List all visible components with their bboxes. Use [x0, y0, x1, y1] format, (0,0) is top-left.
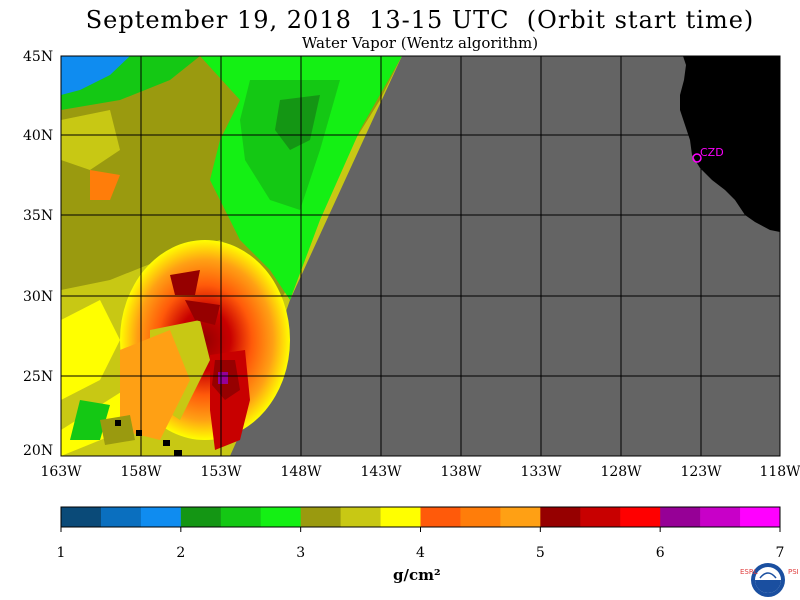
colorbar-tick-label: 4: [416, 545, 425, 561]
logo-text-right: PSD: [788, 568, 798, 576]
lon-label: 148W: [280, 464, 322, 480]
colorbar-tick-label: 1: [57, 545, 66, 561]
colorbar-swatch: [700, 507, 741, 527]
noaa-logo: ESRL PSD: [740, 563, 798, 597]
lon-label: 158W: [120, 464, 162, 480]
colorbar-tick-label: 6: [656, 545, 665, 561]
colorbar-tick-label: 2: [176, 545, 185, 561]
colorbar: [60, 506, 781, 532]
station-dot: [692, 153, 702, 163]
colorbar-swatch: [740, 507, 781, 527]
colorbar-swatch: [500, 507, 541, 527]
lon-label: 128W: [600, 464, 642, 480]
colorbar-swatch: [420, 507, 461, 527]
colorbar-swatch: [260, 507, 302, 527]
lon-label: 133W: [520, 464, 562, 480]
colorbar-swatch: [540, 507, 581, 527]
map-title: September 19, 2018 13-15 UTC (Orbit star…: [85, 6, 755, 34]
colorbar-swatch: [61, 507, 102, 527]
colorbar-tick-label: 7: [776, 545, 785, 561]
lat-label: 40N: [23, 128, 53, 144]
lon-label: 153W: [200, 464, 242, 480]
lat-label: 45N: [23, 49, 53, 65]
colorbar-ticks: 1 2 3 4 5 6 7: [57, 545, 785, 561]
land-north-america: [680, 56, 780, 232]
station-marker: CZD: [692, 146, 724, 163]
colorbar-swatch: [460, 507, 501, 527]
colorbar-swatch: [380, 507, 421, 527]
colorbar-swatch: [580, 507, 621, 527]
lon-label: 123W: [680, 464, 722, 480]
colorbar-tick-label: 5: [536, 545, 545, 561]
logo-text-left: ESRL: [740, 568, 758, 576]
colorbar-swatch: [100, 507, 142, 527]
map-frame: [60, 55, 781, 457]
colorbar-swatch: [620, 507, 661, 527]
station-label: CZD: [700, 146, 724, 159]
lon-label: 138W: [440, 464, 482, 480]
lon-labels: 163W 158W 153W 148W 143W 138W 133W 128W …: [40, 464, 800, 480]
colorbar-swatch: [300, 507, 342, 527]
lon-label: 118W: [759, 464, 800, 480]
colorbar-tick-label: 3: [296, 545, 305, 561]
colorbar-units: g/cm²: [393, 566, 441, 584]
map-area: CZD: [61, 56, 780, 456]
graticule: [61, 56, 780, 456]
lat-label: 20N: [23, 443, 53, 459]
lat-label: 25N: [23, 369, 53, 385]
lat-label: 30N: [23, 289, 53, 305]
colorbar-swatch: [340, 507, 382, 527]
map-subtitle: Water Vapor (Wentz algorithm): [301, 34, 539, 52]
colorbar-swatch: [660, 507, 701, 527]
lat-labels: 45N 40N 35N 30N 25N 20N: [23, 49, 53, 459]
colorbar-swatch: [220, 507, 262, 527]
lon-label: 163W: [40, 464, 82, 480]
colorbar-swatch: [180, 507, 222, 527]
lon-label: 143W: [360, 464, 402, 480]
lat-label: 35N: [23, 208, 53, 224]
colorbar-swatch: [140, 507, 182, 527]
